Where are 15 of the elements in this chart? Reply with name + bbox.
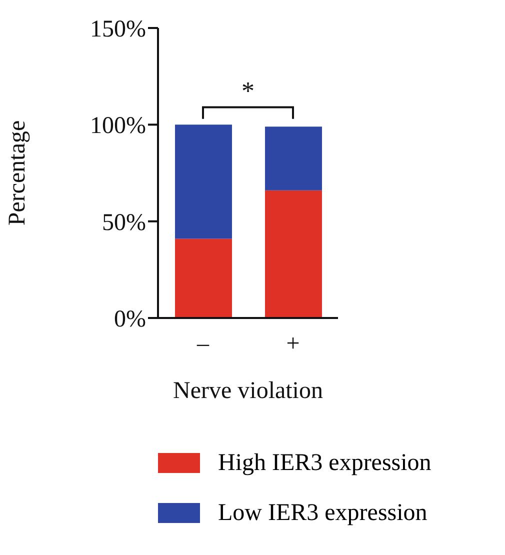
bar (175, 238, 232, 318)
x-axis-title: Nerve violation (173, 378, 323, 404)
y-tick-label: 100% (90, 113, 146, 140)
bar (265, 190, 322, 318)
legend-label: High IER3 expression (218, 450, 432, 476)
y-tick-label: 50% (102, 210, 146, 236)
y-tick-label: 150% (90, 16, 146, 43)
annotation: * (242, 76, 254, 106)
y-tick-label: 0% (114, 306, 146, 333)
x-tick-label: + (286, 331, 300, 358)
y-axis-title: Percentage (4, 120, 31, 226)
bar (175, 124, 232, 239)
legend-label: Low IER3 expression (218, 500, 428, 526)
x-tick-label: – (196, 331, 210, 358)
bar (265, 126, 322, 190)
